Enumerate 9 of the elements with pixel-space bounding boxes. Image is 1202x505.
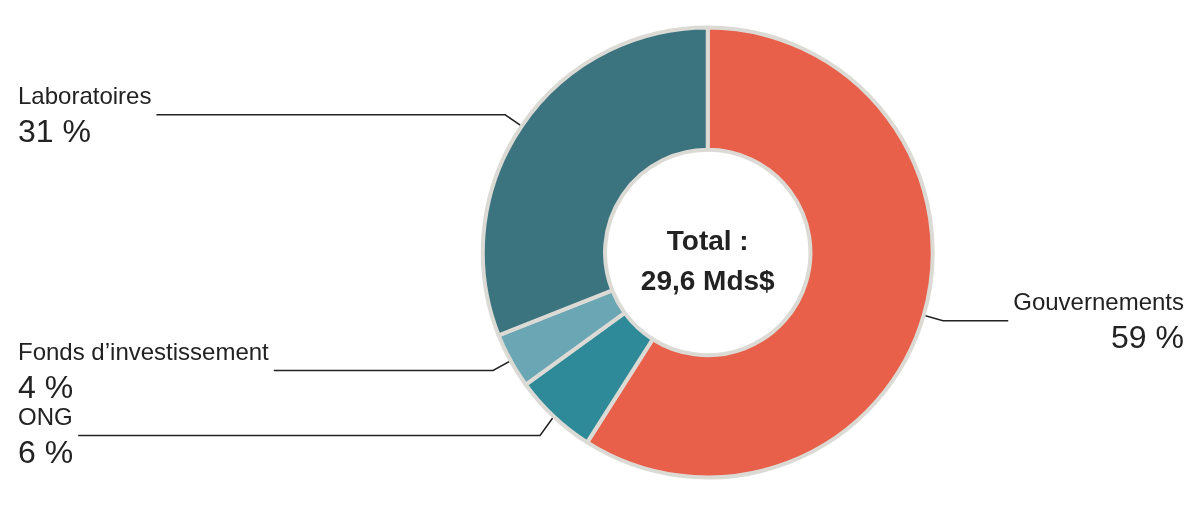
data-label: 6 %	[18, 433, 74, 470]
text: Total : 29,6 Mds$	[640, 225, 776, 296]
slice-label: ONG	[18, 403, 73, 430]
data-label: 59 %	[1111, 318, 1184, 355]
slice-label: Fonds d’investissement	[18, 338, 270, 365]
slice-label: Laboratoires	[18, 82, 152, 110]
slice-label: Gouvernements	[1013, 288, 1184, 316]
data-label: 31 %	[18, 112, 91, 149]
data-label: 4 %	[18, 368, 74, 405]
